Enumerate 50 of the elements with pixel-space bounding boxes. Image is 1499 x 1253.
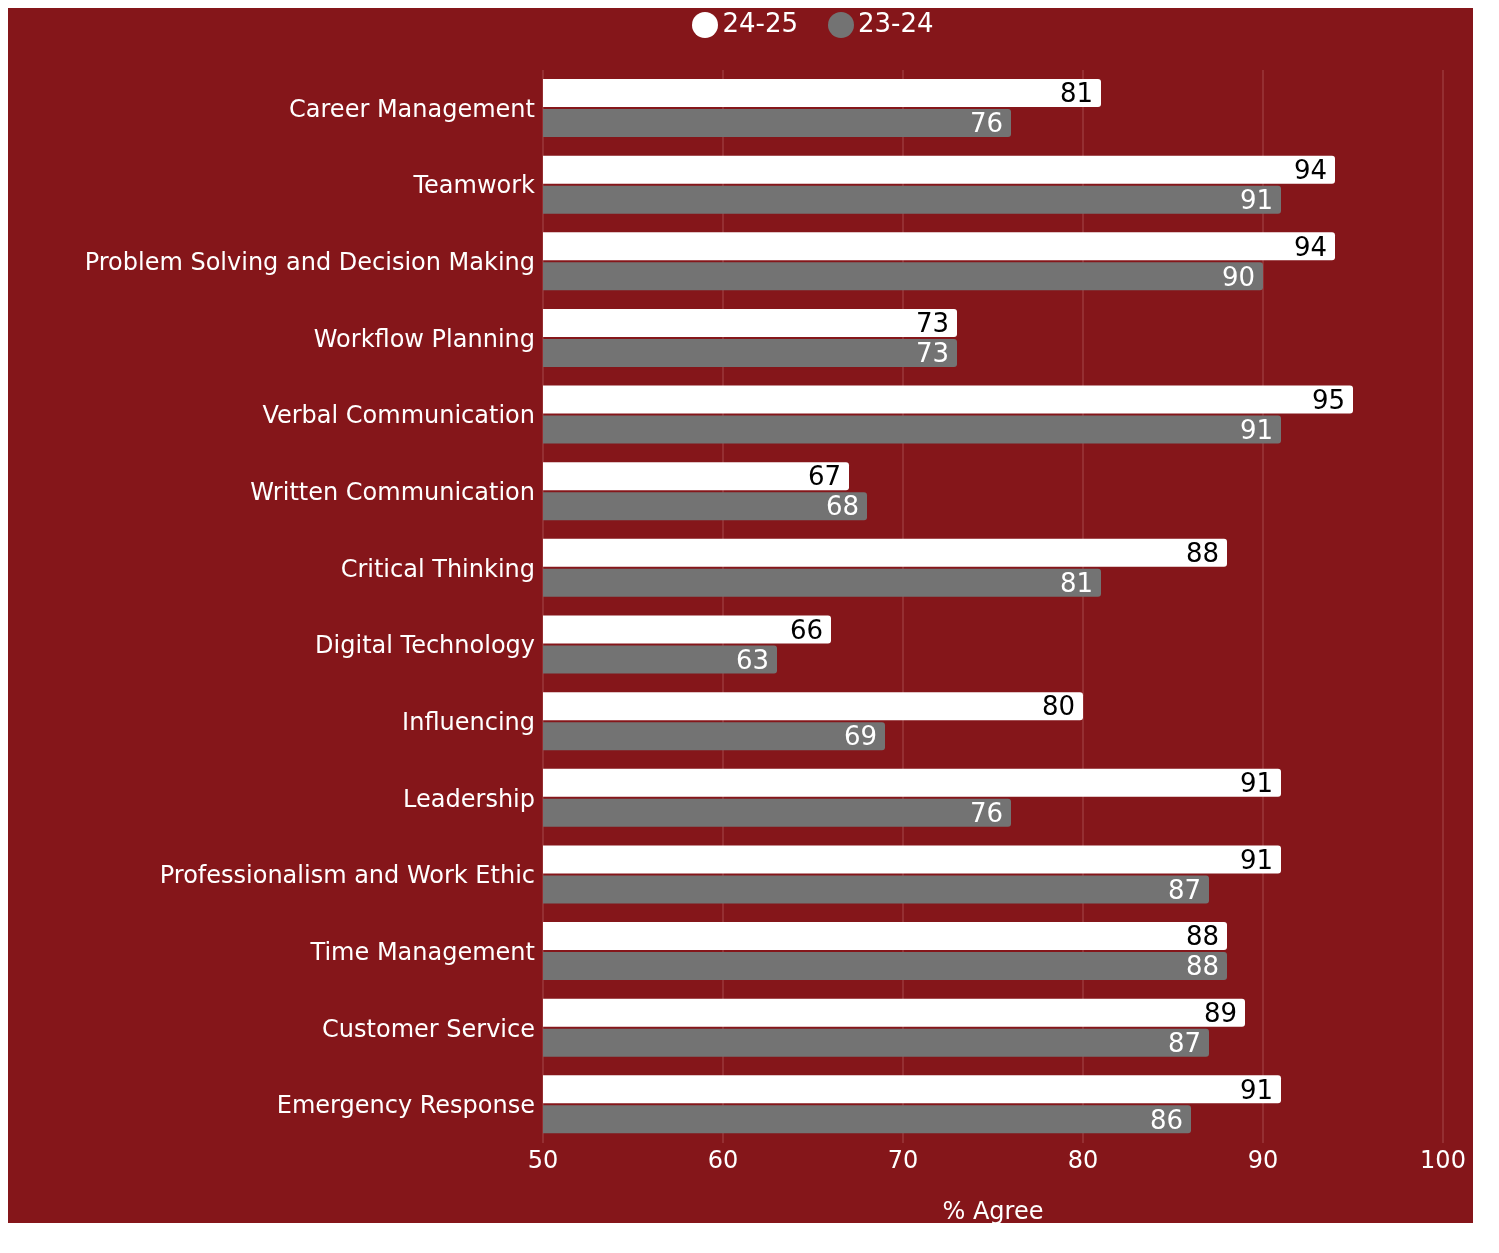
data-label: 95 [1311,384,1345,415]
data-label: 80 [1041,691,1075,722]
y-tick-label: Customer Service [322,1014,535,1043]
y-tick-label: Critical Thinking [340,554,535,583]
data-label: 66 [789,614,823,645]
y-tick-label: Digital Technology [315,631,535,660]
x-tick-label: 90 [1247,1146,1279,1175]
data-label: 88 [1185,921,1219,952]
data-label: 67 [807,461,841,492]
data-label: 94 [1293,154,1327,185]
data-label: 76 [969,108,1003,139]
x-tick-label: 60 [707,1146,739,1175]
legend-label: 23-24 [858,8,934,38]
data-label: 91 [1239,414,1273,445]
data-label: 73 [915,308,949,339]
y-tick-label: Influencing [402,707,535,736]
y-tick-label: Time Management [309,937,535,966]
data-label: 88 [1185,538,1219,569]
data-label: 81 [1059,78,1093,109]
x-tick-label: 50 [527,1146,559,1175]
y-tick-label: Career Management [289,94,535,123]
y-tick-label: Written Communication [250,478,535,507]
data-label: 91 [1239,768,1273,799]
data-label: 91 [1239,1074,1273,1105]
y-tick-label: Professionalism and Work Ethic [159,861,535,890]
y-tick-label: Workflow Planning [313,324,535,353]
data-label: 73 [915,338,949,369]
data-label: 76 [969,798,1003,829]
y-tick-label: Leadership [403,784,535,813]
y-tick-label: Teamwork [412,171,536,200]
data-label: 88 [1185,951,1219,982]
data-label: 91 [1239,844,1273,875]
x-tick-label: 70 [887,1146,919,1175]
legend-label: 24-25 [722,8,798,38]
data-label: 87 [1167,1027,1201,1058]
data-label: 68 [825,491,859,522]
x-tick-label: 100 [1420,1146,1466,1175]
y-tick-label: Verbal Communication [262,401,535,430]
data-label: 94 [1293,231,1327,262]
data-label: 63 [735,644,769,675]
data-label: 86 [1149,1104,1183,1135]
data-label: 91 [1239,184,1273,215]
data-label: 90 [1221,261,1255,292]
data-label: 89 [1203,997,1237,1028]
y-tick-label: Emergency Response [276,1091,535,1120]
y-tick-label: Problem Solving and Decision Making [84,248,535,277]
data-label: 81 [1059,568,1093,599]
data-label: 69 [843,721,877,752]
x-tick-label: 80 [1067,1146,1099,1175]
data-label: 87 [1167,874,1201,905]
